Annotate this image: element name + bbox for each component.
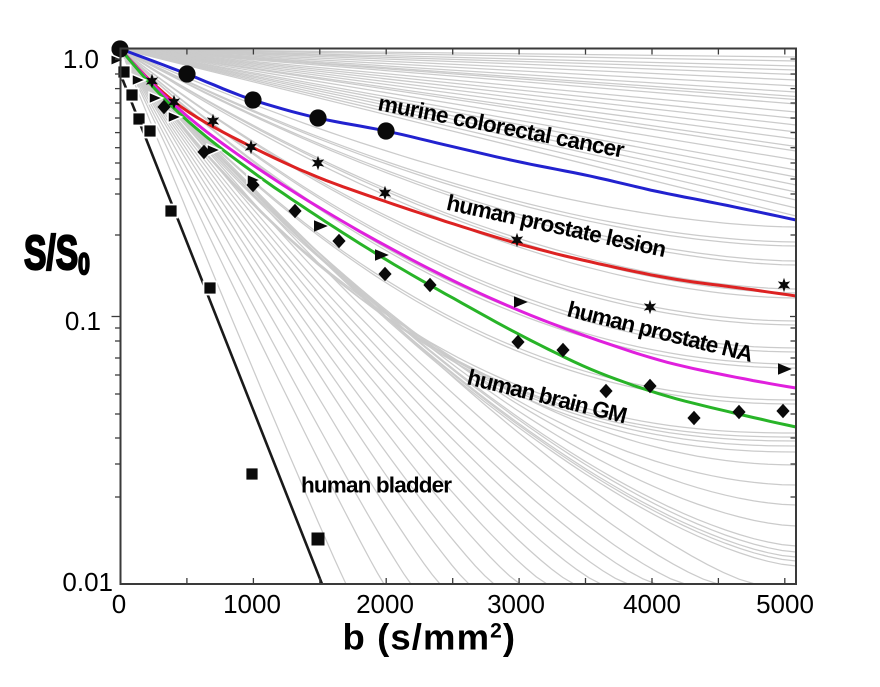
svg-text:human bladder: human bladder	[301, 473, 452, 498]
svg-text:b (s/mm2): b (s/mm2)	[343, 617, 517, 658]
svg-text:3000: 3000	[487, 589, 545, 619]
svg-text:4000: 4000	[623, 589, 681, 619]
svg-text:0.1: 0.1	[65, 306, 101, 336]
svg-text:2000: 2000	[356, 589, 414, 619]
svg-text:5000: 5000	[756, 589, 814, 619]
svg-text:1000: 1000	[223, 589, 281, 619]
svg-text:1.0: 1.0	[63, 44, 99, 74]
svg-text:0.01: 0.01	[62, 567, 113, 597]
svg-text:S/S0: S/S0	[24, 225, 90, 281]
svg-text:0: 0	[112, 589, 126, 619]
